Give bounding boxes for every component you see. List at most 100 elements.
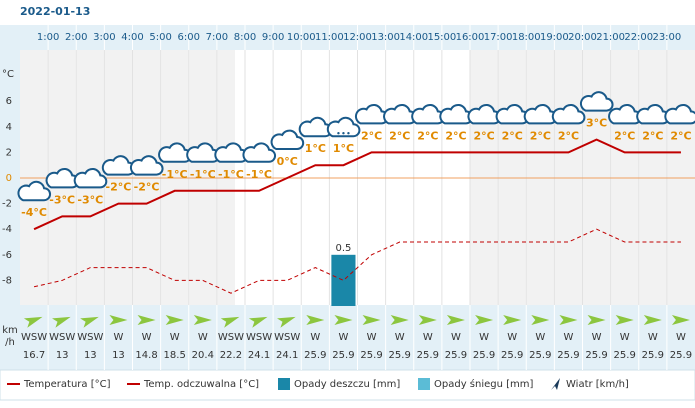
- wind-unit: /h: [5, 337, 15, 348]
- arrow: [362, 315, 381, 325]
- precip-bar: [331, 254, 356, 306]
- hour-label: 19:00: [540, 32, 569, 43]
- temp-label: -3°C: [49, 193, 75, 206]
- wind-speed: 13: [56, 350, 69, 361]
- wind-arrow: [109, 315, 128, 325]
- wind-arrow: [220, 316, 240, 328]
- arrow: [643, 315, 662, 325]
- temp-label: 2°C: [473, 129, 494, 142]
- hour-label: 18:00: [512, 32, 541, 43]
- hour-label: 5:00: [149, 32, 171, 43]
- wind-speed: 25.9: [389, 350, 411, 361]
- wind-arrow: [137, 315, 156, 325]
- temp-label: -4°C: [21, 206, 47, 219]
- arrow: [503, 315, 522, 325]
- wind-speed: 25.9: [529, 350, 551, 361]
- wind-direction: W: [198, 332, 208, 343]
- wind-arrow: [615, 315, 634, 325]
- arrow: [671, 315, 690, 325]
- feels-like-line: [33, 228, 681, 294]
- drop: [347, 132, 350, 135]
- arrow: [109, 315, 128, 325]
- temp-label: 2°C: [614, 129, 635, 142]
- hour-label: 15:00: [427, 32, 456, 43]
- weather-icon: [73, 167, 108, 189]
- y-tick-label: 6: [6, 96, 12, 107]
- wind-speed: 24.1: [276, 350, 298, 361]
- hour-label: 17:00: [484, 32, 513, 43]
- wind-speed: 25.9: [585, 350, 607, 361]
- cloud: [551, 103, 586, 125]
- temp-label: -1°C: [246, 168, 272, 181]
- wind-direction: WSW: [246, 332, 272, 343]
- wind-speed: 25.9: [557, 350, 579, 361]
- precip-label: 0.5: [335, 243, 351, 254]
- legend-label: Opady deszczu [mm]: [294, 379, 400, 390]
- wind-arrow: [306, 315, 325, 325]
- wind-arrow: [52, 316, 71, 328]
- wind-speed: 25.9: [670, 350, 692, 361]
- wind-arrow: [559, 315, 578, 325]
- wind-direction: W: [338, 332, 348, 343]
- hour-label: 20:00: [568, 32, 597, 43]
- arrow: [531, 315, 550, 325]
- wind-speed: 25.9: [501, 350, 523, 361]
- wind-speed: 16.7: [23, 350, 45, 361]
- temp-label: -1°C: [190, 168, 216, 181]
- arrow: [220, 316, 240, 328]
- weather-icon: [664, 103, 695, 125]
- arrow: [137, 315, 156, 325]
- arrow: [306, 315, 325, 325]
- y-tick-label: 0: [6, 173, 12, 184]
- wind-arrow: [193, 315, 212, 325]
- wind-arrow: [390, 315, 409, 325]
- wind-unit: km: [2, 325, 18, 336]
- wind-arrow: [277, 316, 296, 328]
- drop: [342, 132, 345, 135]
- wind-arrow: [165, 315, 184, 325]
- arrow: [446, 315, 465, 325]
- arrow: [193, 315, 212, 325]
- wind-direction: W: [676, 332, 686, 343]
- wind-arrow: [248, 316, 268, 328]
- drop: [337, 132, 340, 135]
- arrow: [559, 315, 578, 325]
- weather-icon: [17, 180, 52, 202]
- temperature-line: [33, 138, 681, 231]
- hour-label: 8:00: [234, 32, 256, 43]
- legend-swatch: [418, 378, 430, 390]
- weather-icon: [270, 129, 305, 150]
- temp-label: 1°C: [305, 142, 326, 155]
- wind-direction: W: [423, 332, 433, 343]
- wind-direction: W: [451, 332, 461, 343]
- wind-speed: 22.2: [220, 350, 242, 361]
- hour-label: 3:00: [93, 32, 115, 43]
- wind-speed: 25.9: [642, 350, 664, 361]
- wind-arrow: [334, 315, 353, 325]
- wind-direction: W: [113, 332, 123, 343]
- y-tick-label: -2: [2, 199, 12, 210]
- wind-speed: 25.9: [360, 350, 382, 361]
- legend-swatch: [278, 378, 290, 390]
- hour-label: 22:00: [624, 32, 653, 43]
- wind-direction: W: [648, 332, 658, 343]
- hour-label: 2:00: [65, 32, 87, 43]
- wind-direction: W: [479, 332, 489, 343]
- wind-direction: W: [395, 332, 405, 343]
- hour-label: 12:00: [343, 32, 372, 43]
- wind-direction: WSW: [21, 332, 47, 343]
- axis-strip: [0, 25, 20, 370]
- temp-label: 2°C: [502, 129, 523, 142]
- wind-speed: 25.9: [304, 350, 326, 361]
- hour-label: 21:00: [596, 32, 625, 43]
- cloud: [129, 155, 164, 176]
- wind-speed: 20.4: [192, 350, 214, 361]
- wind-speed: 24.1: [248, 350, 270, 361]
- wind-direction: WSW: [77, 332, 103, 343]
- wind-direction: W: [170, 332, 180, 343]
- hour-label: 6:00: [178, 32, 200, 43]
- wind-arrow: [587, 315, 606, 325]
- wind-direction: W: [535, 332, 545, 343]
- wind-direction: WSW: [274, 332, 300, 343]
